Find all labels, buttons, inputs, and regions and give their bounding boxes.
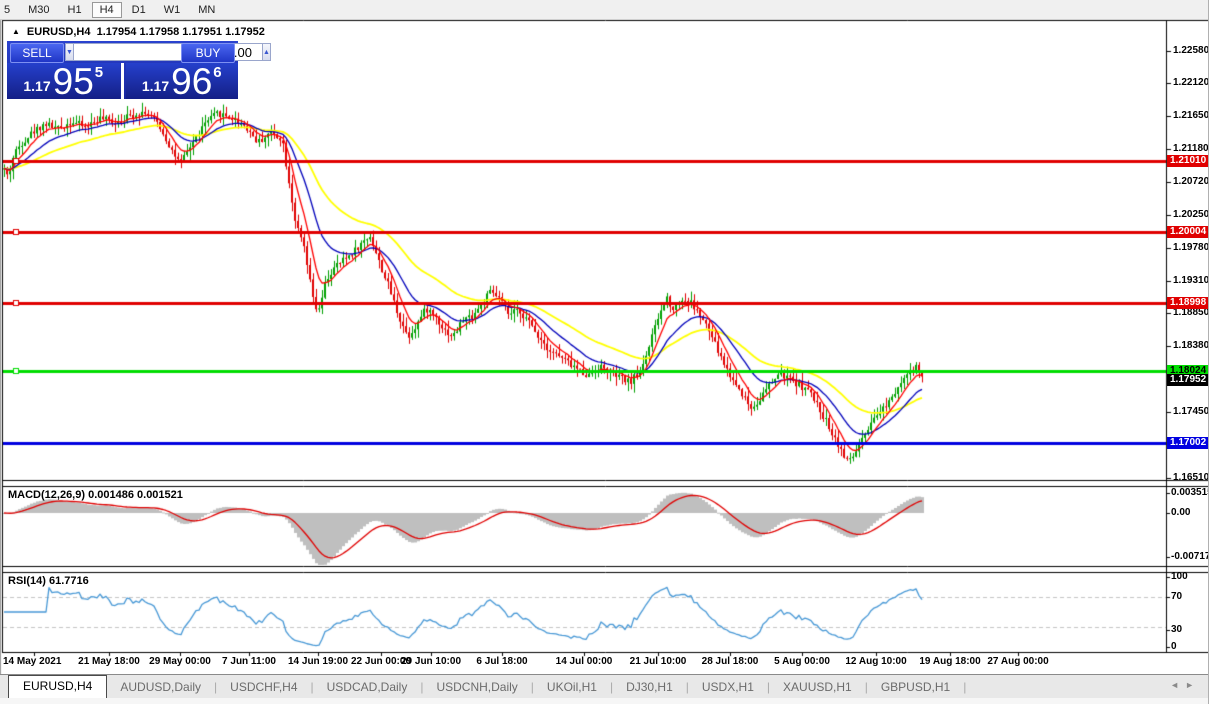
- sell-price-prefix: 1.17: [23, 78, 51, 94]
- time-tick-label: 14 May 2021: [3, 656, 62, 667]
- rsi-indicator-label: RSI(14) 61.7716: [8, 575, 89, 587]
- buy-button[interactable]: BUY: [181, 43, 235, 63]
- sell-price-pip: 5: [94, 64, 104, 81]
- volume-decrease-icon[interactable]: ▼: [65, 43, 74, 61]
- macd-tick-label: 0.00: [1171, 507, 1191, 518]
- tab-audusd-daily[interactable]: AUDUSD,Daily: [120, 679, 202, 694]
- timeframe-button-5[interactable]: 5: [4, 3, 11, 16]
- price-tick-label: 1.20250: [1173, 209, 1209, 220]
- tab-usdx-h1[interactable]: USDX,H1: [701, 679, 754, 694]
- symbol-tab-bar: EURUSD,H4 AUDUSD,Daily | USDCHF,H4 | USDCAD,D…: [0, 674, 1208, 704]
- tab-usdchf-h4[interactable]: USDCHF,H4: [230, 679, 298, 694]
- time-tick-label: 14 Jun 19:00: [287, 656, 349, 667]
- collapse-panel-icon[interactable]: ▲: [12, 27, 20, 36]
- hline-price-flag: 1.20004: [1167, 226, 1208, 238]
- quote-display: 1.17 95 5 1.17 96 6: [7, 61, 238, 102]
- one-click-trading-panel: SELL ▼ ▲ BUY 1.17 95 5 1.17 96 6: [7, 41, 271, 102]
- price-tick-label: 1.22120: [1173, 77, 1209, 88]
- buy-quote[interactable]: 1.17 96 6: [125, 61, 238, 102]
- macd-tick-label: -0.007178: [1171, 551, 1208, 562]
- hline-price-flag: 1.18998: [1167, 297, 1208, 309]
- macd-indicator-label: MACD(12,26,9) 0.001486 0.001521: [8, 489, 183, 501]
- tab-usdcnh-daily[interactable]: USDCNH,Daily: [436, 679, 518, 694]
- buy-price-pip: 6: [213, 64, 222, 81]
- time-tick-label: 21 Jul 10:00: [629, 656, 687, 667]
- time-tick-label: 7 Jun 11:00: [222, 656, 276, 667]
- timeframe-button-MN[interactable]: MN: [198, 3, 216, 16]
- chart-canvas[interactable]: [0, 0, 1208, 674]
- sell-button[interactable]: SELL: [10, 43, 64, 63]
- time-tick-label: 28 Jul 18:00: [701, 656, 759, 667]
- chart-ohlc-values: 1.17954 1.17958 1.17951 1.17952: [96, 26, 265, 38]
- tab-bar-strip: [0, 698, 1208, 704]
- buy-price-prefix: 1.17: [141, 78, 170, 94]
- time-tick-label: 29 Jun 10:00: [400, 656, 462, 667]
- time-tick-label: 19 Aug 18:00: [919, 656, 981, 667]
- price-tick-label: 1.17450: [1173, 406, 1209, 417]
- tab-divider: |: [530, 679, 534, 694]
- timeframe-toolbar: 5 M30 H1 H4 D1 W1 MN: [0, 0, 1208, 20]
- rsi-tick-label: 100: [1171, 571, 1188, 582]
- tab-scroll-arrows: ◄►: [1170, 680, 1200, 690]
- time-tick-label: 5 Aug 00:00: [774, 656, 830, 667]
- chart-ohlc-title: ▲ EURUSD,H4 1.17954 1.17958 1.17951 1.179…: [12, 26, 265, 38]
- timeframe-button-M30[interactable]: M30: [28, 3, 50, 16]
- price-tick-label: 1.19310: [1173, 275, 1209, 286]
- price-tick-label: 1.19780: [1173, 242, 1209, 253]
- tab-eurusd-h4[interactable]: EURUSD,H4: [8, 674, 108, 699]
- chart-symbol-label: EURUSD,H4: [26, 26, 91, 38]
- tab-divider: |: [864, 679, 868, 694]
- sell-price-big: 95: [52, 61, 94, 102]
- rsi-tick-label: 30: [1171, 624, 1183, 635]
- price-tick-label: 1.21180: [1173, 143, 1209, 154]
- price-tick-label: 1.22580: [1173, 45, 1209, 56]
- tab-scroll-right-icon[interactable]: ►: [1185, 680, 1200, 690]
- time-tick-label: 21 May 18:00: [78, 656, 140, 667]
- tab-divider: |: [963, 679, 967, 694]
- buy-price-big: 96: [171, 61, 213, 102]
- trade-controls-row: SELL ▼ ▲ BUY: [7, 41, 271, 63]
- time-tick-label: 14 Jul 00:00: [555, 656, 613, 667]
- price-tick-label: 1.18850: [1173, 307, 1209, 318]
- tab-divider: |: [766, 679, 771, 694]
- tab-dj30-h1[interactable]: DJ30,H1: [626, 679, 673, 694]
- time-tick-label: 27 Aug 00:00: [987, 656, 1049, 667]
- time-tick-label: 22 Jun 00:00: [350, 656, 412, 667]
- sell-quote[interactable]: 1.17 95 5: [7, 61, 120, 102]
- tab-divider: |: [310, 679, 314, 694]
- time-tick-label: 6 Jul 18:00: [476, 656, 528, 667]
- rsi-tick-label: 70: [1171, 591, 1183, 602]
- tab-usdcad-daily[interactable]: USDCAD,Daily: [326, 679, 408, 694]
- symbol-tabs: EURUSD,H4 AUDUSD,Daily | USDCHF,H4 | USDCAD,D…: [0, 674, 1208, 699]
- volume-increase-icon[interactable]: ▲: [261, 43, 271, 61]
- time-tick-label: 12 Aug 10:00: [845, 656, 907, 667]
- tab-divider: |: [609, 679, 614, 694]
- tab-ukoil-h1[interactable]: UKOil,H1: [546, 679, 597, 694]
- tab-gbpusd-h1[interactable]: GBPUSD,H1: [880, 679, 951, 694]
- rsi-tick-label: 0: [1171, 641, 1177, 652]
- timeframe-button-D1[interactable]: D1: [131, 3, 146, 16]
- price-tick-label: 1.16510: [1173, 472, 1209, 483]
- hline-price-flag: 1.21010: [1167, 155, 1208, 167]
- time-tick-label: 29 May 00:00: [149, 656, 211, 667]
- price-tick-label: 1.21650: [1173, 110, 1209, 121]
- price-tick-label: 1.20720: [1173, 176, 1209, 187]
- timeframe-button-H4[interactable]: H4: [91, 1, 122, 18]
- timeframe-button-W1[interactable]: W1: [163, 3, 181, 16]
- tab-divider: |: [214, 679, 218, 694]
- tab-xauusd-h1[interactable]: XAUUSD,H1: [783, 679, 852, 694]
- tab-divider: |: [420, 679, 424, 694]
- tab-divider: |: [685, 679, 689, 694]
- macd-tick-label: 0.003515: [1171, 487, 1209, 498]
- hline-price-flag: 1.17002: [1167, 437, 1208, 449]
- current-price-flag: 1.17952: [1167, 374, 1208, 386]
- quote-divider: [121, 63, 124, 99]
- price-tick-label: 1.18380: [1173, 340, 1209, 351]
- volume-control: ▼ ▲: [65, 43, 271, 61]
- tab-scroll-left-icon[interactable]: ◄: [1170, 680, 1186, 690]
- timeframe-button-H1[interactable]: H1: [67, 3, 82, 16]
